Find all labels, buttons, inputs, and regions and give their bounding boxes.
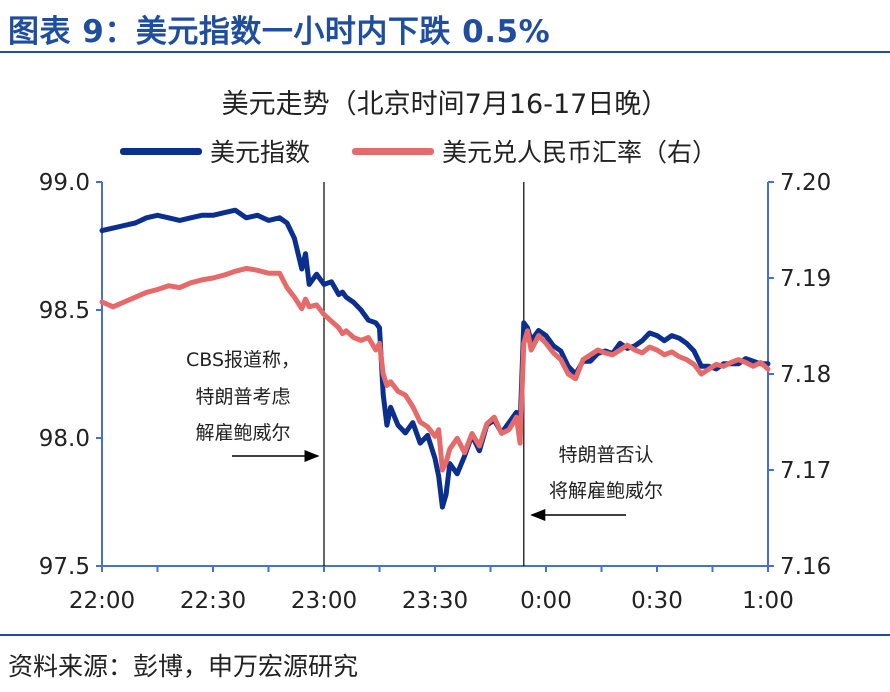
annotation-denial-line-1: 特朗普否认 xyxy=(558,444,653,466)
annotation-denial-line-2: 将解雇鲍威尔 xyxy=(549,480,663,502)
x-tick-label: 23:00 xyxy=(291,588,357,614)
annotation-cbs-line-3: 解雇鲍威尔 xyxy=(195,422,290,444)
chart-title: 美元走势（北京时间7月16-17日晚） xyxy=(221,89,669,120)
right-tick-label: 7.20 xyxy=(780,170,831,196)
annotation-cbs-line-1: CBS报道称， xyxy=(186,349,300,371)
right-tick-label: 7.19 xyxy=(780,266,831,292)
legend-swatch-usd-index xyxy=(120,147,202,155)
x-tick-label: 22:00 xyxy=(69,588,135,614)
x-tick-label: 0:00 xyxy=(520,588,572,614)
annotation-cbs-line-2: 特朗普考虑 xyxy=(195,386,290,408)
legend-swatch-usdcny xyxy=(352,147,435,155)
legend-item-usdcny: 美元兑人民币汇率（右） xyxy=(352,133,717,169)
legend-label-usd-index: 美元指数 xyxy=(210,138,311,167)
left-tick-label: 98.5 xyxy=(39,298,90,324)
x-tick-label: 0:30 xyxy=(631,588,683,614)
right-tick-label: 7.17 xyxy=(780,458,831,484)
figure-title: 图表 9：美元指数一小时内下跌 0.5% xyxy=(8,14,551,50)
title-rule xyxy=(0,51,890,53)
legend: 美元指数 美元兑人民币汇率（右） xyxy=(120,134,759,168)
source-rule xyxy=(0,634,890,636)
x-tick-label: 23:30 xyxy=(402,588,468,614)
line-usd-index xyxy=(99,207,771,510)
right-tick-label: 7.16 xyxy=(780,554,831,580)
legend-item-usd-index: 美元指数 xyxy=(120,133,310,169)
left-tick-label: 99.0 xyxy=(39,170,90,196)
right-tick-label: 7.18 xyxy=(780,362,831,388)
legend-label-usdcny: 美元兑人民币汇率（右） xyxy=(442,138,718,167)
source-note: 资料来源：彭博，申万宏源研究 xyxy=(8,652,359,681)
left-tick-label: 97.5 xyxy=(39,554,90,580)
x-tick-label: 1:00 xyxy=(742,588,794,614)
x-tick-label: 22:30 xyxy=(180,588,246,614)
left-tick-label: 98.0 xyxy=(39,426,90,452)
line-usdcny xyxy=(99,265,771,473)
